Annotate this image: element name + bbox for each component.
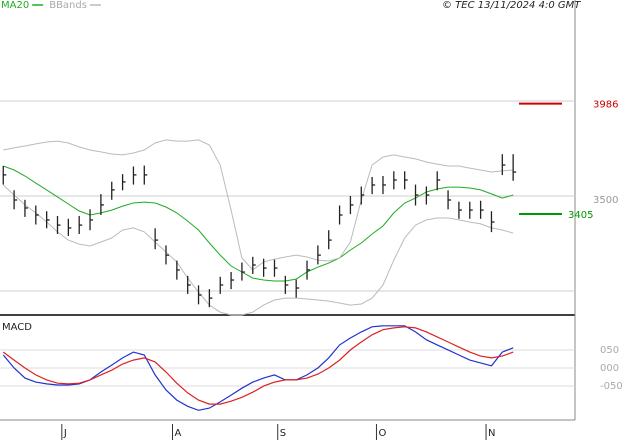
y-tick-label: 000 xyxy=(600,363,619,374)
copyright: © TEC 13/11/2024 4:0 GMT xyxy=(442,0,581,11)
indicator-line xyxy=(3,165,514,282)
y-tick-label: -050 xyxy=(600,381,623,392)
y-tick-label: 050 xyxy=(600,345,619,356)
x-tick-label: S xyxy=(280,428,286,439)
indicator-line xyxy=(2,184,514,316)
legend-label: MA20 xyxy=(1,0,29,11)
level-label: 3405 xyxy=(568,210,593,221)
legend-label: BBands xyxy=(49,0,87,11)
y-tick-label: 3500 xyxy=(593,195,618,206)
x-tick-label: N xyxy=(488,428,495,439)
x-tick-label: A xyxy=(175,428,182,439)
panel-title: MACD xyxy=(2,322,32,333)
x-tick-label: O xyxy=(378,428,386,439)
x-tick-label: J xyxy=(63,428,67,439)
level-label: 3986 xyxy=(593,100,618,111)
indicator-line xyxy=(3,139,514,271)
macd-line xyxy=(2,326,514,405)
